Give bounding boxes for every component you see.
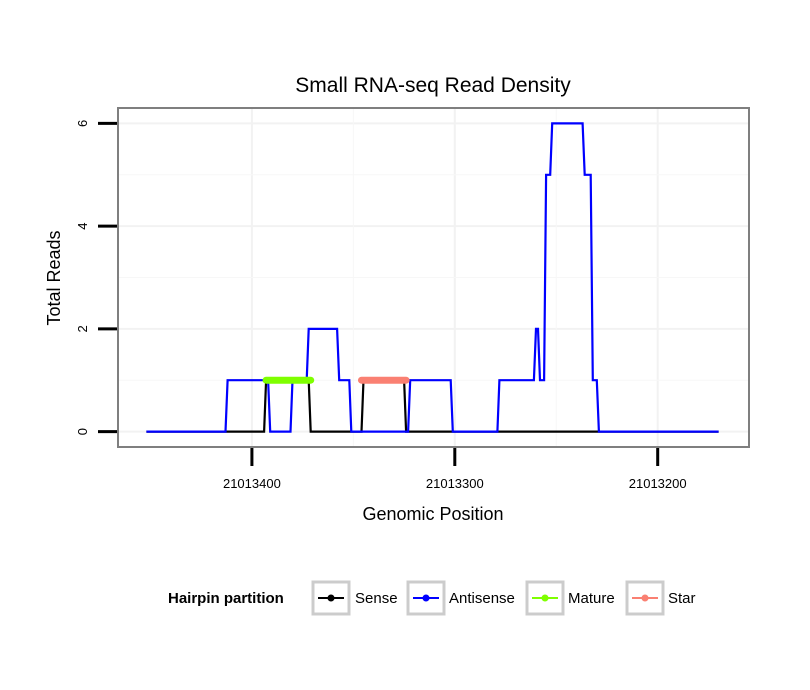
x-tick-label: 21013300 [426, 476, 484, 491]
legend-key-point [327, 594, 335, 602]
legend-entries: Sense Antisense Mature Star [311, 580, 696, 616]
legend-label: Sense [355, 590, 398, 607]
y-axis: 0 2 4 6 [75, 120, 117, 435]
chart-title: Small RNA-seq Read Density [295, 74, 571, 97]
series-line-sense [146, 379, 719, 433]
x-tick-label: 21013400 [223, 476, 281, 491]
y-axis-title: Total Reads [44, 230, 64, 325]
y-tick-label: 6 [75, 120, 90, 127]
legend-label: Star [668, 590, 696, 607]
series-layer [146, 122, 719, 433]
series-line-antisense [146, 122, 719, 433]
y-tick-label: 0 [75, 428, 90, 435]
legend-key-point [541, 594, 549, 602]
x-tick-label: 21013200 [629, 476, 687, 491]
plot-panel [117, 107, 750, 448]
legend-key-point [641, 594, 649, 602]
x-axis: 21013400 21013300 21013200 [223, 448, 687, 491]
legend-label: Mature [568, 590, 615, 607]
x-axis-title: Genomic Position [362, 504, 503, 524]
y-tick-label: 4 [75, 222, 90, 229]
y-tick-label: 2 [75, 325, 90, 332]
legend-label: Antisense [449, 590, 515, 607]
legend-key-point [422, 594, 430, 602]
legend-title: Hairpin partition [168, 590, 284, 607]
legend: Hairpin partition Sense Antisense Mature St… [168, 580, 696, 616]
panel-border [117, 107, 750, 448]
